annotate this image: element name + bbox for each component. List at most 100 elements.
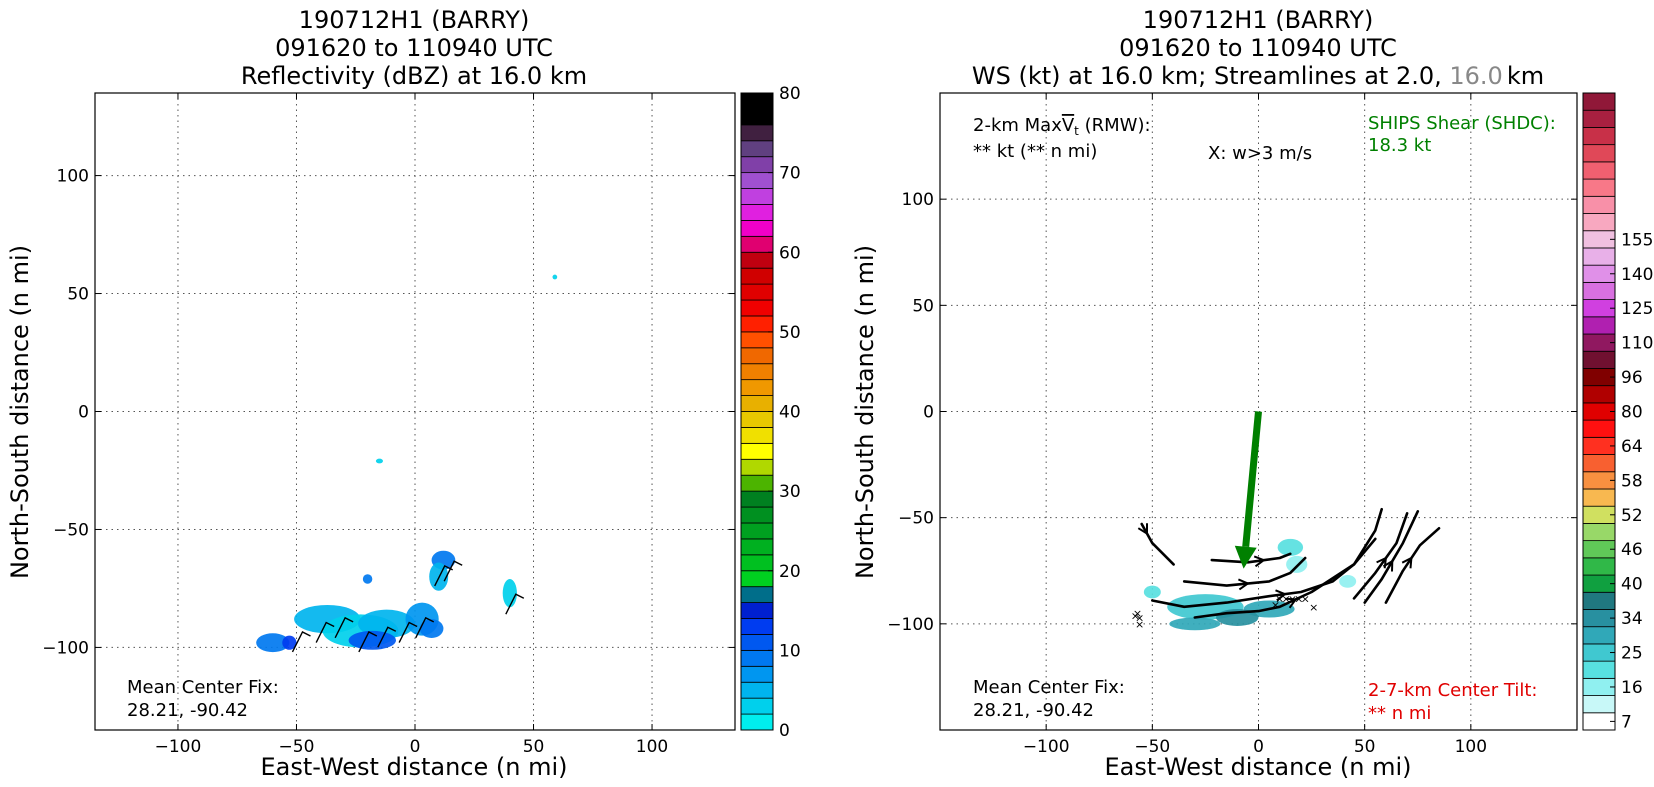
field-cell — [375, 458, 384, 464]
right-title-line3-level: 16.0 — [1449, 62, 1502, 90]
colorbar-segment — [740, 299, 774, 317]
wind-barb — [505, 593, 525, 615]
streamline-arrowhead — [1275, 589, 1288, 602]
y-tick-label: −100 — [42, 638, 89, 658]
colorbar-segment — [740, 538, 774, 556]
colorbar-segment — [740, 219, 774, 237]
shear-arrow-shaft — [1242, 411, 1262, 548]
right-panel: 190712H1 (BARRY) 091620 to 110940 UTC WS… — [851, 6, 1653, 781]
colorbar-segment — [740, 697, 774, 715]
colorbar-tick-label: 40 — [1621, 575, 1643, 595]
right-windspeed-field — [1143, 538, 1357, 631]
wind-barb — [334, 616, 354, 639]
colorbar-tick-label: 16 — [1621, 678, 1643, 698]
w-marker: × — [1131, 609, 1140, 622]
center-tilt-label: 2-7-km Center Tilt: — [1368, 680, 1537, 701]
right-center-fix-label: Mean Center Fix: — [973, 677, 1125, 698]
colorbar-segment — [740, 570, 774, 588]
right-x-axis-label: East-West distance (n mi) — [1104, 753, 1411, 781]
colorbar-segment — [1582, 127, 1616, 146]
w-marker: × — [1135, 618, 1144, 631]
colorbar-segment — [1582, 591, 1616, 610]
colorbar-segment — [740, 235, 774, 253]
colorbar-segment — [740, 602, 774, 619]
w-marker: × — [1301, 592, 1310, 605]
field-cell — [552, 274, 558, 280]
right-title-line3-main: WS (kt) at 16.0 km; Streamlines at 2.0, — [972, 62, 1450, 90]
colorbar-segment — [740, 713, 774, 731]
colorbar-segment — [1582, 316, 1616, 335]
colorbar-segment — [740, 108, 774, 126]
left-grid — [95, 93, 735, 730]
field-cell — [1169, 617, 1221, 631]
field-cell — [362, 574, 373, 584]
left-reflectivity-field — [256, 274, 558, 653]
field-cell — [1277, 538, 1304, 556]
colorbar-segment — [740, 188, 774, 205]
wind-barb — [415, 616, 435, 639]
streamline-arrowhead — [1401, 556, 1413, 569]
field-cell — [502, 579, 517, 608]
ships-shear-value: 18.3 kt — [1368, 135, 1431, 156]
colorbar-tick-label: 25 — [1621, 644, 1643, 664]
right-axis-ticks: −100 −50 0 50 100 −100 −50 0 50 100 — [887, 93, 1577, 757]
colorbar-tick-label: 40 — [779, 403, 801, 423]
colorbar-segment — [740, 172, 774, 189]
y-tick-label: −50 — [53, 520, 89, 540]
colorbar-segment — [740, 474, 774, 492]
colorbar-segment — [740, 395, 774, 412]
field-cell — [256, 633, 290, 653]
colorbar-segment — [740, 618, 774, 635]
w-marker: × — [1133, 607, 1142, 620]
streamline-arrowhead — [1238, 578, 1250, 591]
left-colorbar: 0 10 20 30 40 50 60 70 80 — [740, 84, 801, 741]
x-tick-label: 50 — [523, 737, 545, 757]
colorbar-tick-label: 80 — [1621, 403, 1643, 423]
colorbar-segment — [740, 251, 774, 269]
colorbar-segment — [740, 586, 774, 603]
right-y-axis-label: North-South distance (n mi) — [851, 245, 879, 579]
streamline — [1384, 527, 1441, 604]
colorbar-segment — [1582, 144, 1616, 163]
streamline-arrowhead — [1285, 597, 1298, 609]
streamline — [1140, 522, 1175, 566]
right-title-line3-unit: km — [1507, 62, 1544, 90]
colorbar-segment — [1582, 178, 1616, 197]
colorbar-segment — [740, 283, 774, 301]
y-tick-label: 100 — [902, 190, 934, 210]
x-tick-label: −50 — [1134, 737, 1170, 757]
y-tick-label: 100 — [57, 167, 89, 187]
ships-shear-label: SHIPS Shear (SHDC): — [1368, 113, 1556, 134]
left-title-line3: Reflectivity (dBZ) at 16.0 km — [241, 62, 587, 90]
colorbar-segment — [740, 442, 774, 460]
rmw-label: 2-km MaxVt (RMW): — [973, 115, 1151, 138]
colorbar-tick-label: 140 — [1621, 265, 1653, 285]
colorbar-segment — [740, 363, 774, 381]
colorbar-segment — [1582, 92, 1616, 111]
colorbar-tick-label: 7 — [1621, 712, 1632, 732]
y-tick-label: −50 — [898, 509, 934, 529]
colorbar-segment — [1582, 350, 1616, 369]
colorbar-segment — [740, 506, 774, 524]
colorbar-segment — [740, 156, 774, 174]
colorbar-tick-label: 10 — [779, 641, 801, 661]
colorbar-segment — [1582, 523, 1616, 542]
colorbar-segment — [1582, 488, 1616, 507]
left-title-line1: 190712H1 (BARRY) — [299, 6, 530, 34]
x-tick-label: 0 — [410, 737, 421, 757]
colorbar-segment — [1582, 247, 1616, 266]
colorbar-tick-label: 58 — [1621, 471, 1643, 491]
colorbar-segment — [740, 665, 774, 683]
colorbar-segment — [740, 204, 774, 221]
x-tick-label: 0 — [1253, 737, 1264, 757]
colorbar-segment — [740, 315, 774, 333]
colorbar-tick-label: 46 — [1621, 540, 1643, 560]
right-shear-arrow — [1234, 411, 1262, 569]
x-tick-label: 100 — [636, 737, 668, 757]
colorbar-segment — [740, 140, 774, 158]
colorbar-segment — [740, 92, 774, 110]
colorbar-tick-label: 34 — [1621, 609, 1643, 629]
w-marker: × — [1309, 601, 1318, 614]
colorbar-segment — [740, 124, 774, 142]
